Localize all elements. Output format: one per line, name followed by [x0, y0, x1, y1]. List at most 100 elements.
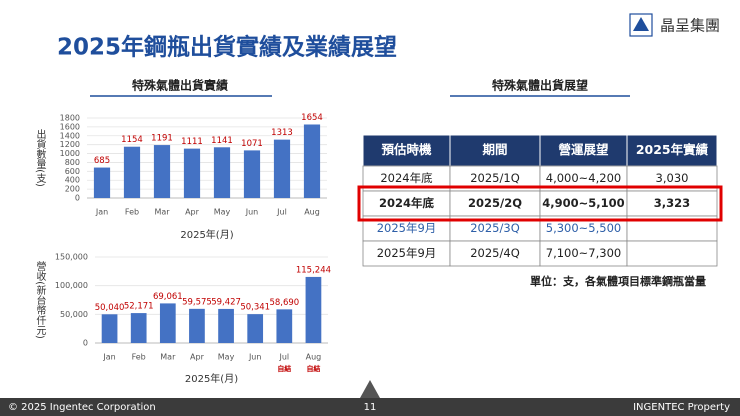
table-cell	[539, 190, 628, 217]
bar	[243, 150, 261, 198]
cell-text: 2025/3Q	[470, 221, 520, 235]
cell-text: 3,030	[656, 171, 689, 185]
value-label: 50,040	[95, 303, 125, 313]
value-label: 50,341	[240, 303, 270, 313]
value-label: 1654	[301, 113, 323, 123]
footer-left: © 2025 Ingentec Corporation	[8, 402, 156, 413]
x-tick-label: Feb	[125, 208, 139, 217]
y-tick-label: 1800	[60, 114, 80, 123]
bar	[303, 124, 321, 198]
x-tick-label: Jan	[95, 208, 108, 217]
bar	[93, 167, 111, 198]
x-tick-label: Aug	[304, 208, 320, 217]
bar	[189, 308, 205, 343]
header-cell	[626, 134, 718, 167]
x-tick-label: Apr	[190, 353, 205, 362]
cell-text: 2025/2Q	[468, 196, 522, 210]
x-tick-label: Feb	[132, 353, 146, 362]
bar	[130, 313, 147, 343]
footer-marker	[360, 380, 380, 398]
bar	[218, 308, 234, 343]
value-label: 685	[94, 156, 110, 166]
value-label: 1313	[271, 128, 293, 138]
x-axis-title: 2025年(月)	[180, 228, 233, 241]
table-note: 單位：支，各氣體項目標準鋼瓶當量	[530, 274, 706, 288]
bar	[101, 314, 118, 343]
header-text: 營運展望	[558, 142, 609, 157]
value-label: 1111	[181, 137, 203, 147]
logo-box	[629, 13, 653, 37]
table-cell	[626, 240, 718, 267]
bar	[183, 148, 201, 198]
y-tick-label: 0	[75, 194, 80, 203]
footer-bar	[0, 398, 740, 416]
y-tick-label: 800	[65, 158, 80, 167]
y-tick-label: 200	[65, 185, 80, 194]
y-tick-label: 0	[83, 339, 88, 348]
x-tick-label: Jul	[276, 208, 287, 217]
y-tick-label: 400	[65, 176, 80, 185]
x-tick-label: Jul	[278, 353, 289, 362]
x-tick-label: Jan	[102, 353, 115, 362]
category-note: 自結	[306, 364, 320, 373]
cell-text: 7,100~7,300	[546, 246, 621, 260]
page-number: 11	[364, 402, 377, 413]
cell-text: 4,000~4,200	[546, 171, 621, 185]
value-label: 1071	[241, 139, 263, 149]
y-tick-label: 600	[65, 167, 80, 176]
footer-right: INGENTEC Property	[633, 402, 730, 413]
x-axis-title: 2025年(月)	[185, 372, 238, 385]
value-label: 52,171	[124, 302, 154, 312]
category-note: 自結	[277, 364, 291, 373]
bar	[276, 309, 293, 343]
x-tick-label: Mar	[154, 208, 170, 217]
cell-text: 5,300~5,500	[546, 221, 621, 235]
x-tick-label: Aug	[306, 353, 322, 362]
slide-title: 2025年鋼瓶出貨實績及業績展望	[57, 34, 397, 61]
bar	[305, 276, 322, 343]
cell-text: 2025/1Q	[470, 171, 520, 185]
bar	[123, 146, 141, 198]
x-tick-label: Apr	[185, 208, 200, 217]
table-cell	[626, 190, 718, 217]
bar	[247, 314, 264, 343]
table-title: 特殊氣體出貨展望	[492, 78, 588, 93]
cell-text: 4,900~5,100	[542, 196, 624, 210]
value-label: 1141	[211, 136, 233, 146]
cell-text: 2025年9月	[377, 221, 437, 235]
table-cell	[449, 190, 541, 217]
cell-text: 2024年底	[379, 196, 435, 210]
header-text: 預估時機	[381, 142, 432, 157]
header-text: 期間	[482, 142, 507, 157]
y-axis-title: 營收(新台幣仟元)	[34, 260, 46, 339]
y-tick-label: 1200	[60, 140, 80, 149]
x-tick-label: Mar	[160, 353, 176, 362]
value-label: 58,690	[269, 298, 299, 308]
table-cell	[539, 240, 628, 267]
y-tick-label: 1400	[60, 131, 80, 140]
bar	[213, 147, 231, 198]
y-tick-label: 150,000	[55, 253, 88, 262]
bar	[273, 139, 291, 198]
chart-title: 特殊氣體出貨實績	[132, 78, 228, 93]
table-cell	[362, 240, 451, 267]
value-label: 115,244	[296, 265, 331, 275]
value-label: 59,427	[211, 297, 241, 307]
logo-icon	[633, 17, 649, 31]
cell-text: 2024年底	[380, 171, 433, 185]
x-tick-label: Jun	[248, 353, 262, 362]
y-axis-title: 出貨數量(支)	[34, 128, 46, 187]
value-label: 1191	[151, 134, 173, 144]
y-tick-label: 100,000	[55, 281, 88, 290]
header-text: 2025年實績	[636, 142, 709, 157]
y-tick-label: 1600	[60, 122, 80, 131]
value-label: 59,575	[182, 297, 212, 307]
header-cell	[449, 134, 541, 167]
y-tick-label: 50,000	[60, 310, 88, 319]
x-tick-label: May	[218, 353, 235, 362]
x-tick-label: May	[214, 208, 231, 217]
highlight-box	[357, 185, 723, 222]
value-label: 69,061	[153, 292, 183, 302]
y-tick-label: 1000	[60, 149, 80, 158]
logo-text: 晶呈集團	[660, 17, 720, 35]
